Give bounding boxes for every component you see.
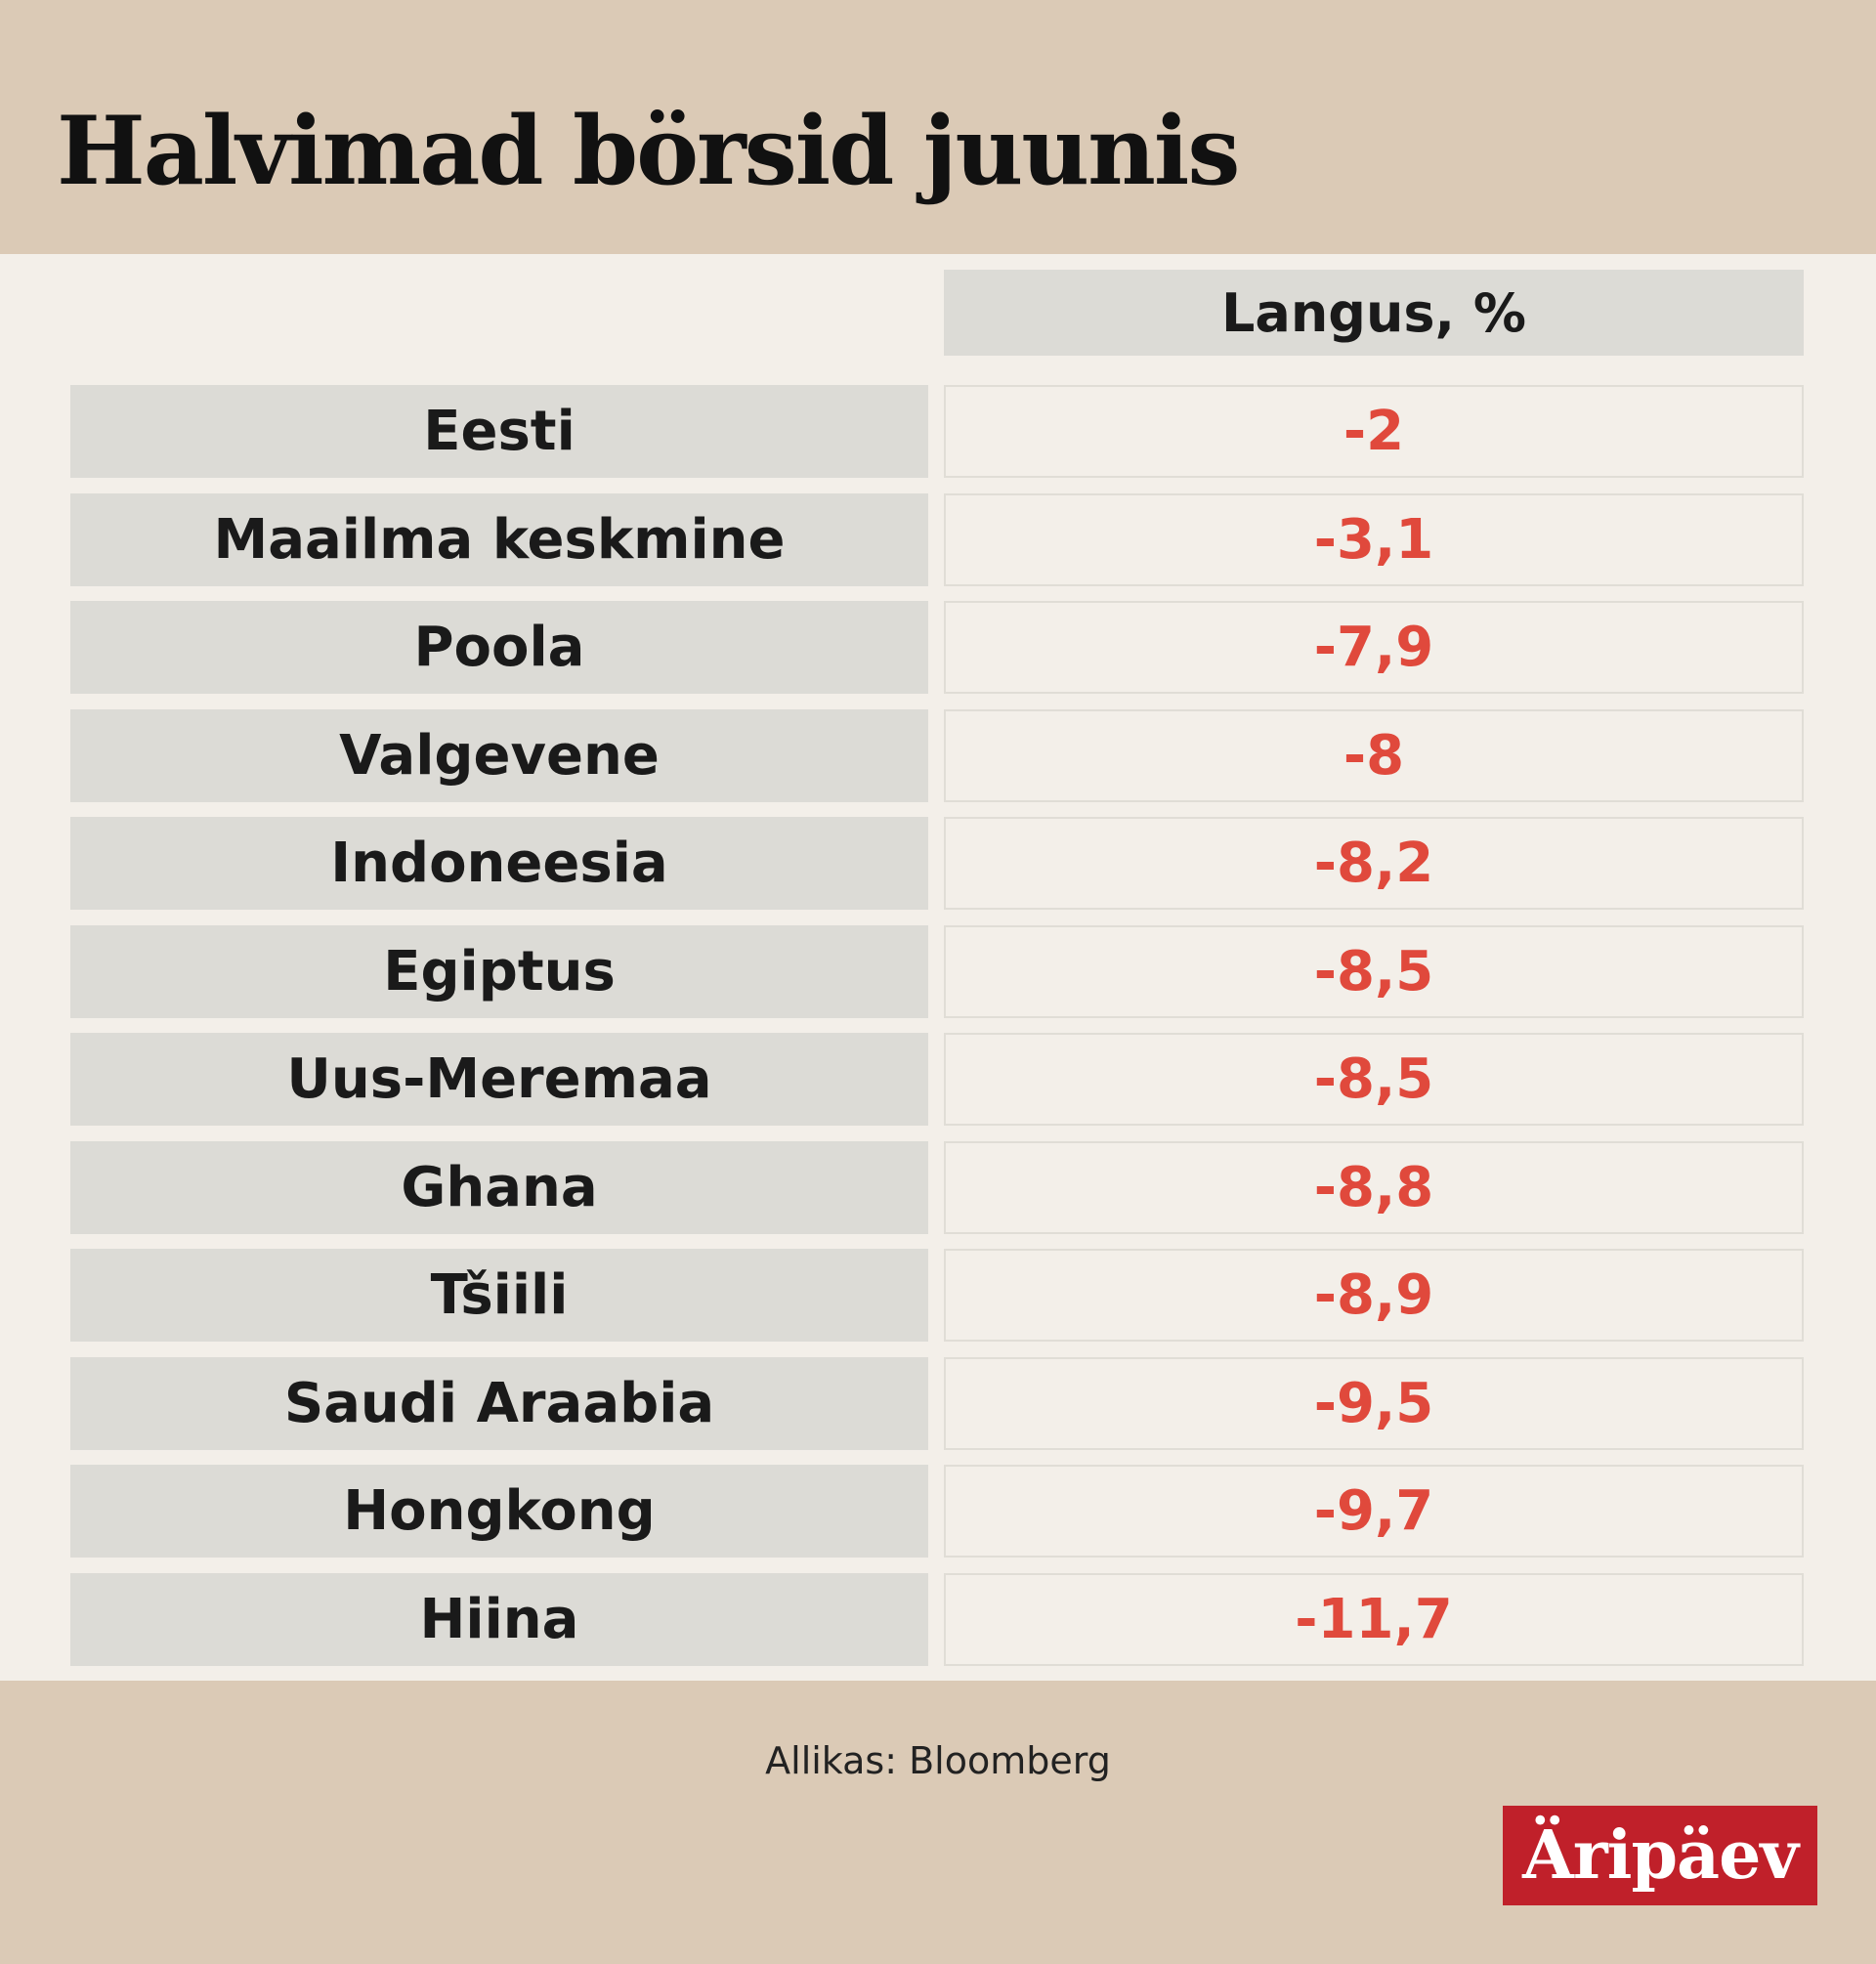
row-label: Ghana <box>70 1140 928 1234</box>
source-note: Allikas: Bloomberg <box>765 1739 1111 1782</box>
aripaev-logo: Äripäev <box>1503 1806 1817 1905</box>
row-value: -8,5 <box>944 924 1804 1018</box>
row-label: Tšiili <box>70 1249 928 1342</box>
chart-title: Halvimad börsid juunis <box>57 96 1240 206</box>
row-value: -8,2 <box>944 817 1804 910</box>
row-value: -11,7 <box>944 1572 1804 1666</box>
footer-band: Allikas: Bloomberg Äripäev <box>0 1681 1876 1964</box>
table-row: Uus-Meremaa -8,5 <box>0 1033 1876 1126</box>
row-value: -8 <box>944 708 1804 802</box>
row-value: -3,1 <box>944 492 1804 586</box>
row-label: Saudi Araabia <box>70 1356 928 1450</box>
row-label: Uus-Meremaa <box>70 1033 928 1126</box>
table-row: Ghana -8,8 <box>0 1140 1876 1234</box>
table-row: Eesti -2 <box>0 385 1876 478</box>
table-row: Saudi Araabia -9,5 <box>0 1356 1876 1450</box>
table-row: Poola -7,9 <box>0 601 1876 694</box>
table-rows: Eesti -2 Maailma keskmine -3,1 Poola -7,9 Valg… <box>0 385 1876 1681</box>
header-band: Halvimad börsid juunis <box>0 0 1876 254</box>
table-row: Egiptus -8,5 <box>0 924 1876 1018</box>
data-table: Langus, % Eesti -2 Maailma keskmine -3,1 Poo… <box>0 254 1876 1681</box>
table-row: Indoneesia -8,2 <box>0 817 1876 910</box>
row-value: -8,9 <box>944 1249 1804 1342</box>
table-row: Hiina -11,7 <box>0 1572 1876 1666</box>
row-label: Poola <box>70 601 928 694</box>
table-row: Maailma keskmine -3,1 <box>0 492 1876 586</box>
row-value: -2 <box>944 385 1804 478</box>
row-value: -8,8 <box>944 1140 1804 1234</box>
row-label: Eesti <box>70 385 928 478</box>
table-row: Valgevene -8 <box>0 708 1876 802</box>
row-label: Indoneesia <box>70 817 928 910</box>
row-label: Maailma keskmine <box>70 492 928 586</box>
row-label: Hiina <box>70 1572 928 1666</box>
row-value: -9,5 <box>944 1356 1804 1450</box>
table-row: Tšiili -8,9 <box>0 1249 1876 1342</box>
row-value: -9,7 <box>944 1465 1804 1558</box>
column-header-langus: Langus, % <box>944 270 1804 356</box>
row-value: -8,5 <box>944 1033 1804 1126</box>
row-value: -7,9 <box>944 601 1804 694</box>
table-row: Hongkong -9,7 <box>0 1465 1876 1558</box>
row-label: Egiptus <box>70 924 928 1018</box>
row-label: Valgevene <box>70 708 928 802</box>
row-label: Hongkong <box>70 1465 928 1558</box>
